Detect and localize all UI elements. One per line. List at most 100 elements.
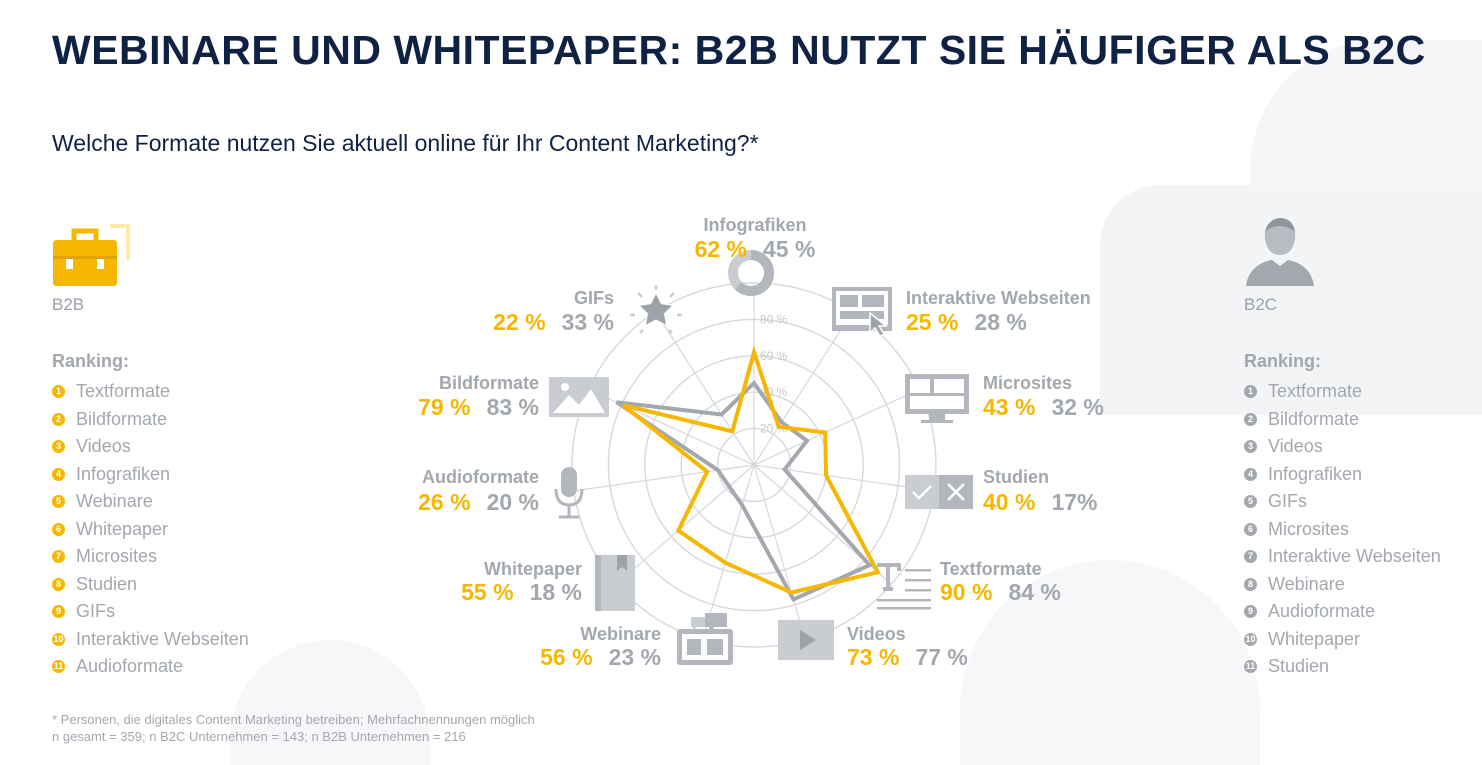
category-label: Audioformate bbox=[422, 467, 539, 487]
b2b-panel: B2B Ranking: 1 Textformate 2 Bildformate 3… bbox=[52, 214, 292, 681]
grid-spoke bbox=[702, 464, 755, 640]
rank-number: 5 bbox=[1244, 495, 1257, 509]
block-shape bbox=[840, 295, 858, 307]
list-item: 10 Whitepaper bbox=[1244, 626, 1482, 654]
rank-label: Interaktive Webseiten bbox=[76, 628, 249, 649]
list-item: 8 Studien bbox=[52, 571, 292, 599]
list-item: 11 Audioformate bbox=[52, 653, 292, 681]
b2c-ranking-title: Ranking: bbox=[1244, 351, 1322, 371]
list-item: 5 GIFs bbox=[1244, 488, 1482, 516]
category-values: 26 % 20 % bbox=[418, 489, 539, 515]
play-icon bbox=[778, 620, 834, 660]
rank-number: 4 bbox=[52, 467, 65, 481]
tick-label: 60 % bbox=[760, 349, 788, 363]
b2c-label: B2C bbox=[1244, 295, 1278, 314]
rank-number: 5 bbox=[52, 495, 65, 509]
cursor-shape bbox=[869, 311, 889, 337]
footnote-line-1: * Personen, die digitales Content Market… bbox=[52, 712, 535, 727]
star-icon bbox=[630, 285, 682, 334]
category-label: Textformate bbox=[940, 559, 1042, 579]
b2c-value-label: 77 % bbox=[915, 644, 967, 670]
category-values: 90 % 84 % bbox=[940, 579, 1061, 605]
rank-label: Audioformate bbox=[76, 656, 184, 676]
b2b-value-label: 26 % bbox=[418, 489, 470, 515]
rank-label: Infografiken bbox=[76, 463, 171, 484]
rank-number: 10 bbox=[1244, 632, 1257, 646]
list-item: 3 Videos bbox=[52, 433, 292, 461]
rank-number: 10 bbox=[52, 632, 65, 646]
text-line bbox=[905, 589, 931, 592]
person-icon bbox=[1246, 218, 1314, 286]
rank-number: 1 bbox=[1244, 385, 1257, 399]
rank-label: Webinare bbox=[1268, 573, 1345, 594]
mountain-shape bbox=[553, 389, 605, 413]
b2c-value-label: 45 % bbox=[763, 236, 815, 262]
mic-head bbox=[561, 467, 577, 497]
sparkle-lines bbox=[630, 285, 682, 334]
block-shape bbox=[687, 639, 701, 655]
b2c-value-label: 23 % bbox=[609, 644, 661, 670]
category-values: 22 % 33 % bbox=[493, 309, 614, 335]
block-shape bbox=[910, 396, 964, 409]
b2b-value-label: 40 % bbox=[983, 489, 1035, 515]
rank-label: Textformate bbox=[76, 381, 171, 401]
letter-t bbox=[877, 563, 901, 591]
rank-label: Textformate bbox=[1268, 381, 1363, 401]
b2b-value-label: 73 % bbox=[847, 644, 899, 670]
rank-label: Bildformate bbox=[1268, 408, 1360, 429]
category-label: GIFs bbox=[574, 288, 614, 308]
check-mark bbox=[912, 485, 932, 500]
b2c-value-label: 83 % bbox=[487, 394, 539, 420]
b2c-ranking-list: 1 Textformate 2 Bildformate 3 Videos 4 Infog… bbox=[1244, 378, 1482, 681]
list-item: 6 Microsites bbox=[1244, 516, 1482, 544]
list-item: 1 Textformate bbox=[1244, 378, 1482, 406]
rank-label: GIFs bbox=[1268, 491, 1307, 511]
b2b-value-label: 25 % bbox=[906, 309, 958, 335]
list-item: 4 Infografiken bbox=[1244, 461, 1482, 489]
webinar-icon bbox=[677, 613, 733, 665]
grid-spoke bbox=[753, 464, 806, 640]
category-values: 56 % 23 % bbox=[540, 644, 661, 670]
page-title: WEBINARE UND WHITEPAPER: B2B NUTZT SIE H… bbox=[52, 27, 1426, 73]
book-spine bbox=[595, 555, 601, 611]
category-values: 73 % 77 % bbox=[847, 644, 968, 670]
rank-number: 11 bbox=[52, 660, 65, 674]
rank-label: Microsites bbox=[1268, 518, 1350, 539]
b2c-value-label: 20 % bbox=[487, 489, 539, 515]
rank-number: 7 bbox=[52, 550, 65, 564]
b2c-panel: B2C Ranking: 1 Textformate 2 Bildformate 3… bbox=[1244, 214, 1482, 681]
text-line bbox=[877, 599, 931, 602]
book-cover bbox=[595, 555, 635, 611]
rank-label: GIFs bbox=[76, 601, 115, 621]
briefcase-icon bbox=[53, 224, 130, 286]
category-values: 79 % 83 % bbox=[418, 394, 539, 420]
rank-number: 6 bbox=[52, 522, 65, 536]
category-label: Studien bbox=[983, 467, 1049, 487]
category-label: Interaktive Webseiten bbox=[906, 288, 1091, 308]
rank-number: 7 bbox=[1244, 550, 1257, 564]
rank-number: 11 bbox=[1244, 660, 1257, 674]
b2c-value-label: 28 % bbox=[974, 309, 1026, 335]
b2b-ranking-list: 1 Textformate 2 Bildformate 3 Videos 4 Infog… bbox=[52, 378, 292, 681]
grid-spoke bbox=[573, 464, 755, 492]
grid-spoke bbox=[588, 388, 755, 466]
series-b2b-line bbox=[621, 345, 881, 595]
base-shape bbox=[921, 420, 953, 423]
text-line bbox=[905, 579, 931, 582]
b2c-value-label: 17% bbox=[1051, 489, 1097, 515]
tick-label: 80 % bbox=[760, 312, 788, 326]
rank-label: Interaktive Webseiten bbox=[1268, 546, 1441, 566]
grid-spoke bbox=[616, 464, 755, 585]
grid-spoke bbox=[753, 388, 920, 466]
list-item: 5 Webinare bbox=[52, 488, 292, 516]
grid-spoke bbox=[753, 311, 853, 466]
background-shape bbox=[1250, 40, 1482, 300]
rank-number: 4 bbox=[1244, 467, 1257, 481]
category-label: Microsites bbox=[983, 373, 1072, 393]
block-shape bbox=[707, 639, 723, 655]
speech-bubble bbox=[691, 617, 705, 631]
footnote: * Personen, die digitales Content Market… bbox=[52, 711, 535, 745]
rank-number: 2 bbox=[52, 412, 65, 426]
b2b-value-label: 79 % bbox=[418, 394, 470, 420]
list-item: 9 Audioformate bbox=[1244, 598, 1482, 626]
